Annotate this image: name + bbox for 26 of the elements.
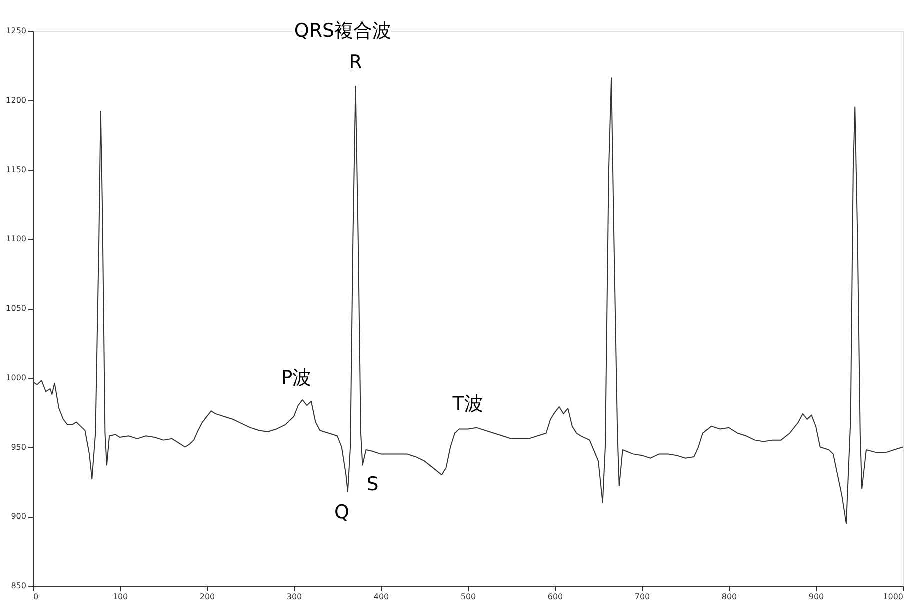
- y-tick-label: 1200: [6, 96, 26, 105]
- x-tick-label: 600: [548, 592, 564, 602]
- y-tick-label: 1100: [6, 234, 26, 244]
- x-tick-label: 500: [460, 592, 476, 602]
- y-tick-label: 1050: [6, 304, 26, 313]
- x-tick-label: 300: [286, 592, 302, 602]
- annotation: S: [366, 473, 379, 496]
- x-tick-label: 100: [112, 592, 128, 602]
- x-tick-label: 400: [374, 592, 390, 602]
- x-tick-label: 900: [808, 592, 824, 602]
- x-tick-label: 1000: [883, 592, 904, 602]
- annotation: P波: [281, 367, 312, 390]
- annotation: QRS複合波: [294, 20, 392, 42]
- annotation: R: [349, 52, 362, 74]
- annotation: Q: [334, 502, 350, 524]
- y-tick-label: 900: [11, 512, 26, 522]
- y-tick-label: 850: [11, 582, 26, 590]
- x-tick-label: 700: [634, 592, 650, 602]
- x-tick-label: 800: [722, 592, 738, 602]
- y-tick-label: 1150: [6, 165, 26, 174]
- annotation: T波: [452, 392, 484, 415]
- y-tick-label: 950: [11, 442, 26, 452]
- x-tick-label: 0: [34, 592, 39, 602]
- x-tick-label: 200: [200, 592, 216, 602]
- y-tick-label: 1250: [6, 26, 26, 36]
- y-tick-label: 1000: [6, 373, 26, 382]
